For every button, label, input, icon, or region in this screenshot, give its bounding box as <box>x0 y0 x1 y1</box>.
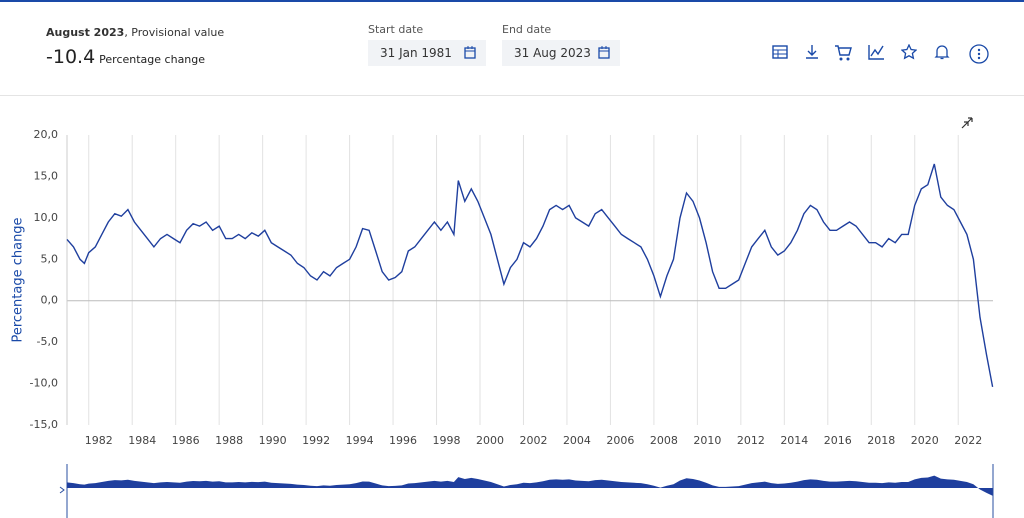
x-tick-label: 2012 <box>737 434 765 447</box>
status: , Provisional value <box>124 26 225 39</box>
start-value: 31 Jan 1981 <box>380 46 452 60</box>
x-tick-label: 2022 <box>954 434 982 447</box>
expand-icon[interactable] <box>961 117 973 129</box>
x-tick-label: 2020 <box>911 434 939 447</box>
y-tick-label: -5,0 <box>37 335 58 348</box>
y-tick-label: 10,0 <box>34 211 59 224</box>
x-tick-label: 2014 <box>780 434 808 447</box>
end-label: End date <box>502 23 552 36</box>
data-line <box>66 163 994 388</box>
end-value: 31 Aug 2023 <box>514 46 591 60</box>
unit: Percentage change <box>99 53 206 66</box>
calendar-icon <box>598 46 610 59</box>
y-tick-label: -15,0 <box>30 418 58 431</box>
y-tick-label: 15,0 <box>34 169 59 182</box>
star-icon[interactable] <box>901 44 917 60</box>
x-tick-label: 1992 <box>302 434 330 447</box>
start-date[interactable]: 31 Jan 1981 <box>368 40 486 66</box>
period-line: August 2023, Provisional value <box>46 26 224 39</box>
navigator-arrow <box>59 486 65 494</box>
calendar-icon <box>464 46 476 59</box>
x-tick-label: 2010 <box>693 434 721 447</box>
y-axis-label: Percentage change <box>11 217 26 342</box>
x-tick-label: 1986 <box>172 434 200 447</box>
cart-icon[interactable] <box>834 44 854 62</box>
header: August 2023, Provisional value -10.4 Perc… <box>0 2 1024 96</box>
x-tick-label: 1998 <box>433 434 461 447</box>
chart-icon[interactable] <box>868 44 886 60</box>
y-tick-label: 0,0 <box>41 294 59 307</box>
download-icon[interactable] <box>804 44 820 60</box>
y-tick-label: -10,0 <box>30 377 58 390</box>
x-tick-label: 1994 <box>346 434 374 447</box>
bell-icon[interactable] <box>934 44 950 60</box>
x-tick-label: 2004 <box>563 434 591 447</box>
x-tick-label: 2006 <box>606 434 634 447</box>
period: August 2023 <box>46 26 125 39</box>
value: -10.4 <box>46 46 96 68</box>
chart: Percentage change 1982 1984 1986 1988 1990 19… <box>11 117 994 518</box>
y-tick-label: 20,0 <box>34 128 59 141</box>
x-tick-label: 1990 <box>259 434 287 447</box>
top-bar <box>0 0 1024 2</box>
x-tick-label: 2018 <box>867 434 895 447</box>
x-tick-label: 1984 <box>128 434 156 447</box>
y-tick-label: 5,0 <box>41 252 59 265</box>
x-tick-label: 1982 <box>85 434 113 447</box>
table-icon[interactable] <box>772 44 788 60</box>
x-tick-label: 1996 <box>389 434 417 447</box>
more-icon[interactable] <box>968 44 990 66</box>
x-tick-label: 2008 <box>650 434 678 447</box>
x-tick-label: 2000 <box>476 434 504 447</box>
start-label: Start date <box>368 23 424 36</box>
x-tick-label: 2016 <box>824 434 852 447</box>
navigator-area <box>67 475 993 496</box>
latest-value: -10.4 Percentage change <box>46 46 205 68</box>
end-date[interactable]: 31 Aug 2023 <box>502 40 620 66</box>
x-tick-label: 1988 <box>215 434 243 447</box>
x-tick-label: 2002 <box>519 434 547 447</box>
